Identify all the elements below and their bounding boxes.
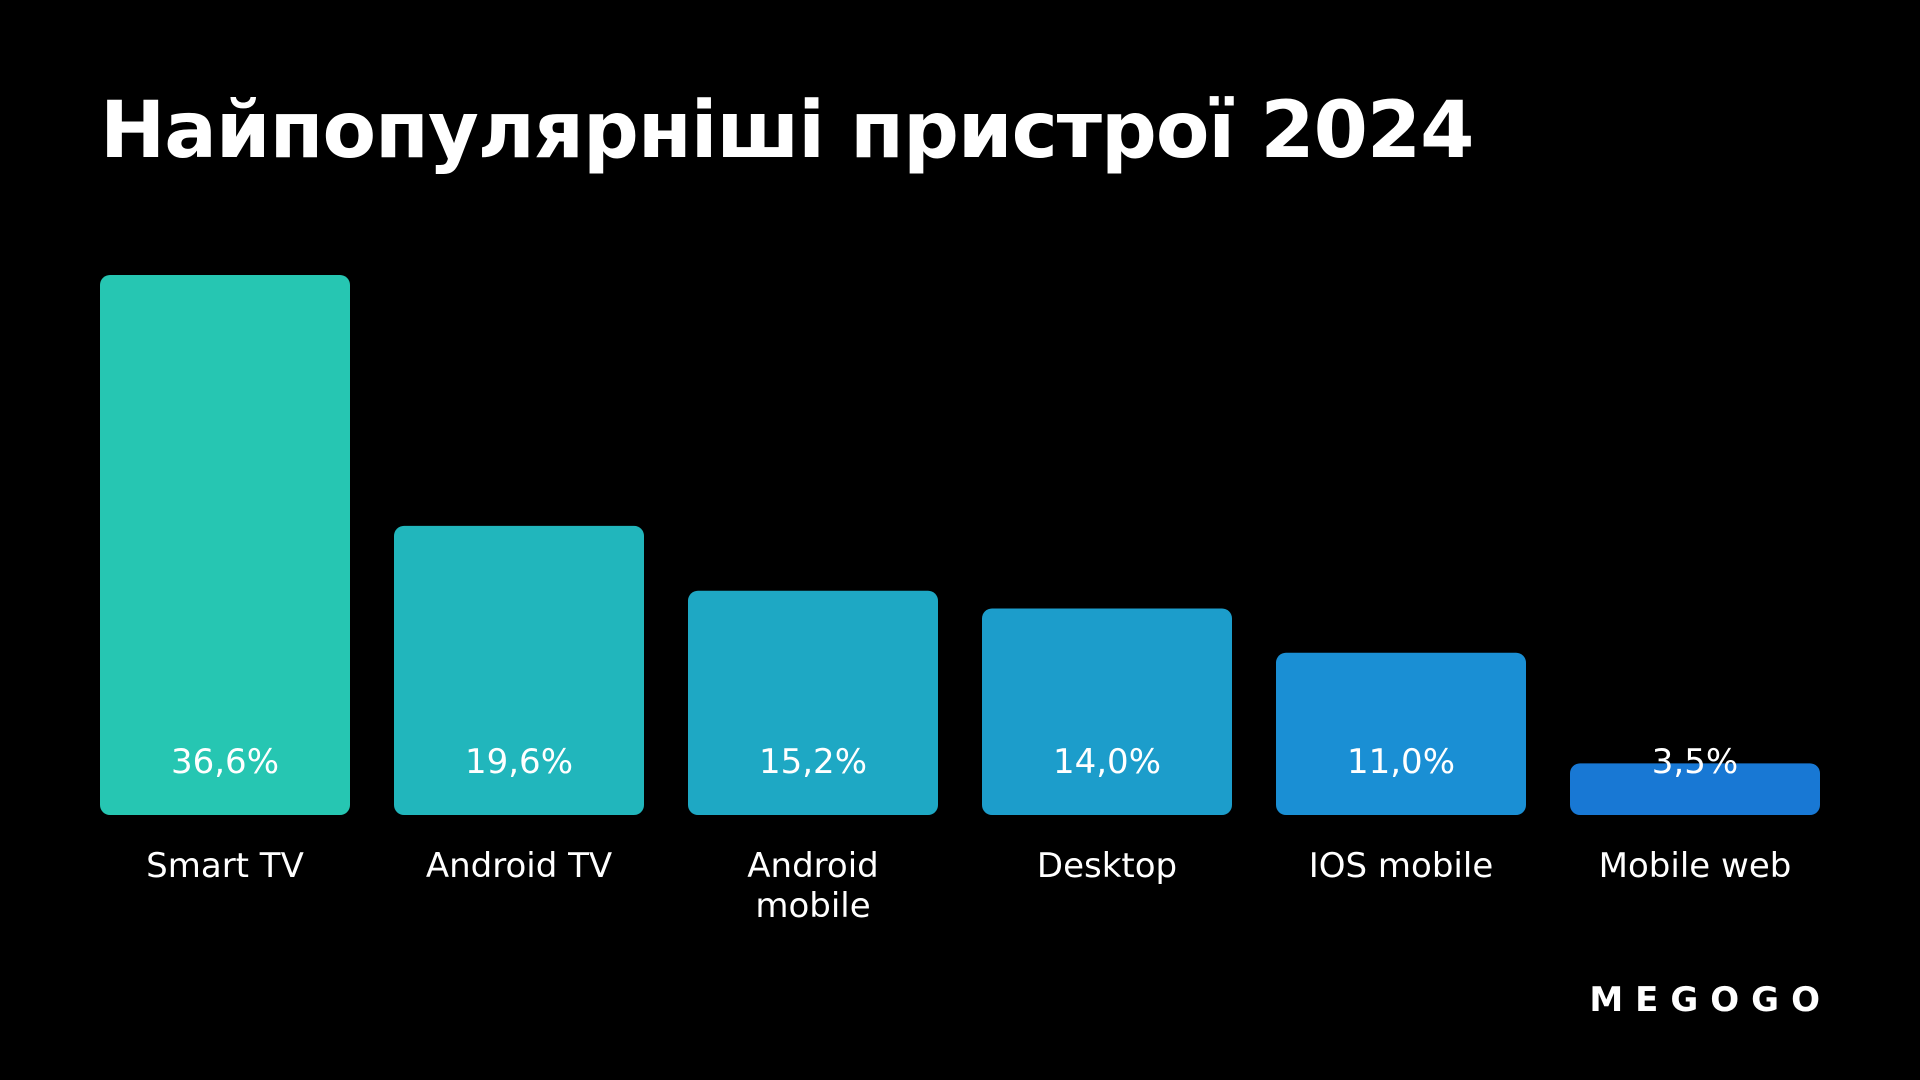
value-label: 15,2% — [759, 742, 867, 782]
bar-smart-tv — [100, 275, 350, 815]
category-label: Mobile web — [1599, 846, 1792, 886]
bar-mobile-web — [1570, 763, 1820, 815]
category-label: Smart TV — [146, 846, 304, 886]
category-label: Android TV — [426, 846, 612, 886]
value-label: 36,6% — [171, 742, 279, 782]
value-label: 3,5% — [1652, 742, 1738, 782]
value-label: 14,0% — [1053, 742, 1161, 782]
megogo-logo: MEGOGO — [1589, 980, 1832, 1020]
chart-title: Найпопулярніші пристрої 2024 — [100, 86, 1474, 176]
category-label: Android mobile — [747, 846, 878, 926]
bar-ios-mobile — [1276, 652, 1526, 815]
category-label: Desktop — [1037, 846, 1177, 886]
bar-android-mobile — [688, 590, 938, 815]
bar-android-tv — [394, 525, 644, 815]
value-label: 11,0% — [1347, 742, 1455, 782]
value-label: 19,6% — [465, 742, 573, 782]
bar-desktop — [982, 608, 1232, 815]
category-label: IOS mobile — [1309, 846, 1494, 886]
